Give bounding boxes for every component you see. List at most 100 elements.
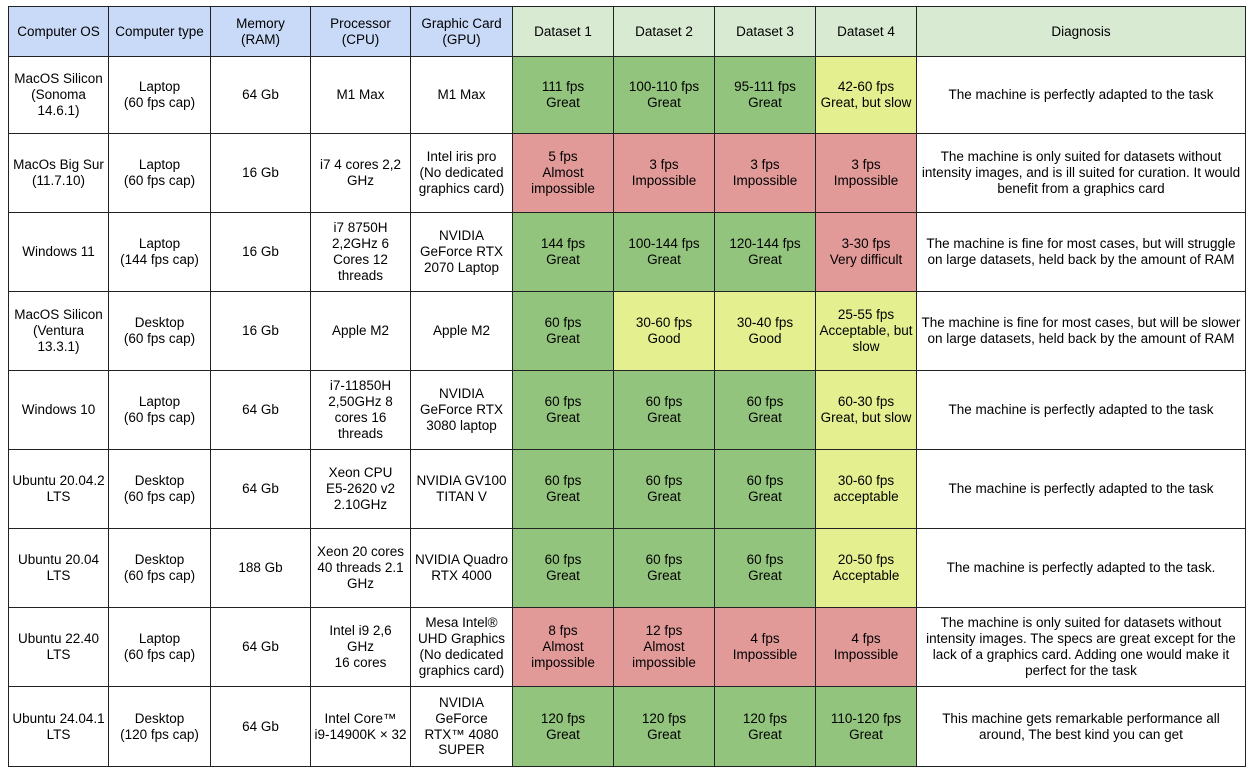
cell-os: Ubuntu 22.40 LTS — [8, 607, 109, 687]
cell-dataset-3: 120-144 fps Great — [714, 212, 816, 292]
cell-diagnosis: The machine is perfectly adapted to the … — [916, 370, 1246, 450]
cell-ram: 16 Gb — [210, 133, 311, 213]
cell-ram: 64 Gb — [210, 686, 311, 767]
cell-dataset-2: 120 fps Great — [613, 686, 715, 767]
cell-ram: 64 Gb — [210, 607, 311, 687]
cell-type: Laptop (60 fps cap) — [108, 56, 211, 134]
cell-gpu: Intel iris pro (No dedicated graphics ca… — [410, 133, 513, 213]
cell-type: Desktop (60 fps cap) — [108, 291, 211, 371]
cell-dataset-4: 110-120 fps Great — [815, 686, 917, 767]
cell-gpu: NVIDIA GeForce RTX 3080 laptop — [410, 370, 513, 450]
table-body: MacOS Silicon (Sonoma 14.6.1) Laptop (60… — [8, 56, 1246, 767]
cell-cpu: i7 4 cores 2,2 GHz — [310, 133, 411, 213]
cell-os: Ubuntu 20.04 LTS — [8, 528, 109, 608]
cell-dataset-4: 3-30 fps Very difficult — [815, 212, 917, 292]
cell-gpu: Mesa Intel® UHD Graphics (No dedicated g… — [410, 607, 513, 687]
cell-gpu: M1 Max — [410, 56, 513, 134]
header-memory: Memory (RAM) — [210, 6, 311, 57]
cell-gpu: NVIDIA GV100 TITAN V — [410, 449, 513, 529]
table-row: Ubuntu 24.04.1 LTS Desktop (120 fps cap)… — [8, 686, 1246, 767]
cell-dataset-4: 25-55 fps Acceptable, but slow — [815, 291, 917, 371]
cell-os: Ubuntu 20.04.2 LTS — [8, 449, 109, 529]
table-row: Ubuntu 22.40 LTS Laptop (60 fps cap) 64 … — [8, 607, 1246, 687]
cell-dataset-2: 60 fps Great — [613, 528, 715, 608]
cell-dataset-2: 12 fps Almost impossible — [613, 607, 715, 687]
cell-dataset-4: 60-30 fps Great, but slow — [815, 370, 917, 450]
cell-dataset-1: 8 fps Almost impossible — [512, 607, 614, 687]
cell-ram: 16 Gb — [210, 291, 311, 371]
header-dataset-3: Dataset 3 — [714, 6, 816, 57]
cell-ram: 16 Gb — [210, 212, 311, 292]
cell-dataset-3: 30-40 fps Good — [714, 291, 816, 371]
table-row: MacOS Silicon (Ventura 13.3.1) Desktop (… — [8, 291, 1246, 371]
cell-dataset-1: 5 fps Almost impossible — [512, 133, 614, 213]
cell-dataset-1: 60 fps Great — [512, 291, 614, 371]
cell-os: MacOs Big Sur (11.7.10) — [8, 133, 109, 213]
cell-diagnosis: The machine is perfectly adapted to the … — [916, 449, 1246, 529]
table-row: Ubuntu 20.04.2 LTS Desktop (60 fps cap) … — [8, 449, 1246, 529]
cell-dataset-1: 60 fps Great — [512, 449, 614, 529]
cell-ram: 64 Gb — [210, 449, 311, 529]
cell-dataset-2: 100-144 fps Great — [613, 212, 715, 292]
cell-dataset-3: 95-111 fps Great — [714, 56, 816, 134]
cell-cpu: Apple M2 — [310, 291, 411, 371]
cell-cpu: Xeon 20 cores 40 threads 2.1 GHz — [310, 528, 411, 608]
cell-type: Desktop (60 fps cap) — [108, 449, 211, 529]
cell-dataset-2: 60 fps Great — [613, 370, 715, 450]
header-computer-os: Computer OS — [8, 6, 109, 57]
cell-cpu: i7-11850H 2,50GHz 8 cores 16 threads — [310, 370, 411, 450]
cell-os: MacOS Silicon (Sonoma 14.6.1) — [8, 56, 109, 134]
cell-diagnosis: The machine is perfectly adapted to the … — [916, 56, 1246, 134]
cell-dataset-1: 111 fps Great — [512, 56, 614, 134]
cell-ram: 64 Gb — [210, 370, 311, 450]
header-graphic-card: Graphic Card (GPU) — [410, 6, 513, 57]
cell-gpu: NVIDIA GeForce RTX 2070 Laptop — [410, 212, 513, 292]
cell-dataset-4: 3 fps Impossible — [815, 133, 917, 213]
cell-dataset-1: 144 fps Great — [512, 212, 614, 292]
table-row: MacOS Silicon (Sonoma 14.6.1) Laptop (60… — [8, 56, 1246, 134]
cell-cpu: Intel Core™ i9-14900K × 32 — [310, 686, 411, 767]
cell-dataset-2: 30-60 fps Good — [613, 291, 715, 371]
cell-cpu: Intel i9 2,6 GHz 16 cores — [310, 607, 411, 687]
cell-dataset-3: 60 fps Great — [714, 370, 816, 450]
cell-ram: 64 Gb — [210, 56, 311, 134]
cell-dataset-3: 3 fps Impossible — [714, 133, 816, 213]
cell-dataset-2: 100-110 fps Great — [613, 56, 715, 134]
table-row: Windows 11 Laptop (144 fps cap) 16 Gb i7… — [8, 212, 1246, 292]
table-row: Windows 10 Laptop (60 fps cap) 64 Gb i7-… — [8, 370, 1246, 450]
header-dataset-1: Dataset 1 — [512, 6, 614, 57]
header-processor: Processor (CPU) — [310, 6, 411, 57]
cell-dataset-3: 120 fps Great — [714, 686, 816, 767]
cell-os: MacOS Silicon (Ventura 13.3.1) — [8, 291, 109, 371]
cell-dataset-3: 4 fps Impossible — [714, 607, 816, 687]
cell-diagnosis: The machine is only suited for datasets … — [916, 607, 1246, 687]
cell-gpu: NVIDIA GeForce RTX™ 4080 SUPER — [410, 686, 513, 767]
cell-dataset-2: 60 fps Great — [613, 449, 715, 529]
cell-dataset-4: 4 fps Impossible — [815, 607, 917, 687]
header-dataset-4: Dataset 4 — [815, 6, 917, 57]
cell-dataset-1: 120 fps Great — [512, 686, 614, 767]
cell-dataset-4: 42-60 fps Great, but slow — [815, 56, 917, 134]
cell-cpu: M1 Max — [310, 56, 411, 134]
cell-dataset-2: 3 fps Impossible — [613, 133, 715, 213]
cell-cpu: Xeon CPU E5-2620 v2 2.10GHz — [310, 449, 411, 529]
cell-type: Laptop (60 fps cap) — [108, 607, 211, 687]
cell-os: Windows 11 — [8, 212, 109, 292]
cell-type: Laptop (60 fps cap) — [108, 370, 211, 450]
cell-dataset-4: 20-50 fps Acceptable — [815, 528, 917, 608]
header-computer-type: Computer type — [108, 6, 211, 57]
cell-type: Laptop (60 fps cap) — [108, 133, 211, 213]
cell-ram: 188 Gb — [210, 528, 311, 608]
cell-diagnosis: The machine is perfectly adapted to the … — [916, 528, 1246, 608]
cell-diagnosis: The machine is fine for most cases, but … — [916, 291, 1246, 371]
header-dataset-2: Dataset 2 — [613, 6, 715, 57]
cell-diagnosis: The machine is fine for most cases, but … — [916, 212, 1246, 292]
cell-diagnosis: The machine is only suited for datasets … — [916, 133, 1246, 213]
cell-type: Desktop (60 fps cap) — [108, 528, 211, 608]
performance-table: Computer OS Computer type Memory (RAM) P… — [8, 6, 1246, 767]
header-row: Computer OS Computer type Memory (RAM) P… — [8, 6, 1246, 57]
cell-cpu: i7 8750H 2,2GHz 6 Cores 12 threads — [310, 212, 411, 292]
cell-dataset-3: 60 fps Great — [714, 449, 816, 529]
cell-gpu: NVIDIA Quadro RTX 4000 — [410, 528, 513, 608]
table-row: MacOs Big Sur (11.7.10) Laptop (60 fps c… — [8, 133, 1246, 213]
